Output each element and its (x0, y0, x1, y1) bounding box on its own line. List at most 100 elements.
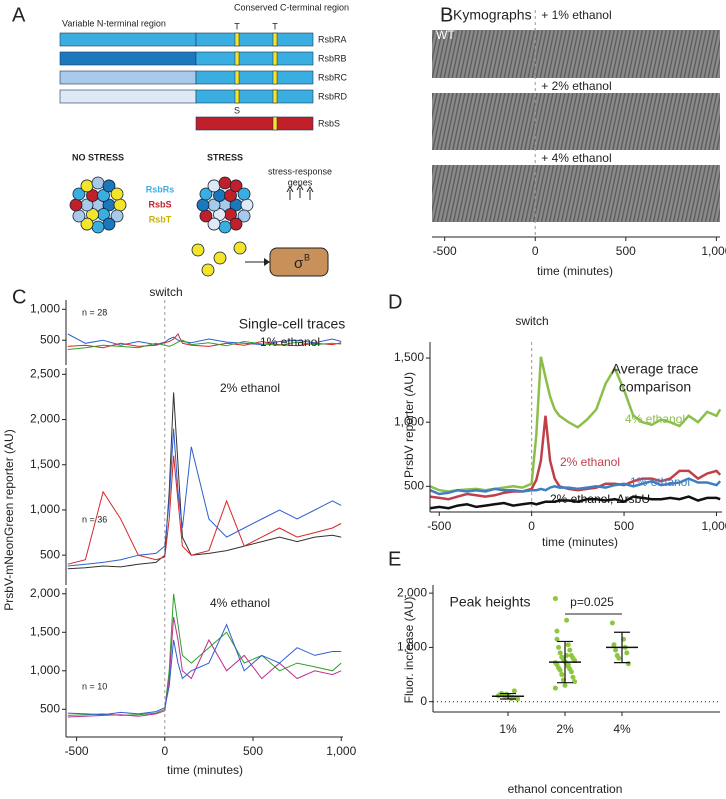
protein-label: RsbRB (318, 53, 347, 63)
protein-dot (224, 189, 237, 202)
protein-dot (97, 189, 110, 202)
genes-label: genes (288, 177, 313, 187)
x-tick-label: 500 (614, 519, 634, 533)
subtitle: 2% ethanol (220, 381, 280, 395)
site (272, 51, 278, 66)
x-axis-label: ethanol concentration (508, 782, 623, 796)
y-tick-label: 1,500 (394, 350, 424, 364)
panel-label: B (440, 4, 453, 26)
point (565, 662, 571, 668)
protein-dot (86, 208, 99, 221)
t-mark: T (234, 21, 240, 31)
protein-label: RsbRA (318, 34, 347, 44)
point (554, 628, 560, 634)
free-rsbt (233, 241, 247, 255)
subtitle: 1% ethanol (260, 335, 320, 349)
x-tick-label: -500 (65, 744, 89, 758)
protein-label: RsbRD (318, 91, 348, 101)
trace (429, 477, 722, 496)
subtitle: 4% ethanol (210, 596, 270, 610)
x-tick-label: 0 (528, 519, 535, 533)
site (272, 32, 278, 47)
point (552, 685, 558, 691)
site (272, 116, 278, 131)
n-domain (59, 70, 197, 85)
site (234, 89, 240, 104)
point (557, 650, 563, 656)
protein-dot (199, 187, 213, 201)
point (562, 682, 568, 688)
arrow-head (264, 258, 270, 266)
site (234, 70, 240, 85)
point (515, 696, 521, 702)
protein-dot (110, 187, 124, 201)
p-value: p=0.025 (570, 595, 614, 609)
free-rsbt (201, 263, 215, 277)
y-tick-label: 2,500 (30, 367, 60, 381)
x-tick-label: 1,000 (701, 519, 726, 533)
c-domain (195, 51, 314, 66)
protein-dot (207, 179, 221, 193)
x-tick-label: 0 (161, 744, 168, 758)
point (557, 667, 563, 673)
point (565, 642, 571, 648)
y-tick-label: 1,500 (30, 624, 60, 638)
panel-label: D (388, 291, 402, 313)
panel-label: C (12, 286, 26, 308)
y-tick-label: 1,000 (30, 663, 60, 677)
annotation: switch (515, 314, 548, 328)
region-label: Conserved C-terminal region (234, 2, 349, 12)
n-label: n = 36 (82, 514, 107, 524)
chart-title: comparison (619, 379, 691, 395)
c-domain (195, 32, 314, 47)
x-tick-label: 0 (532, 244, 539, 258)
protein-dot (237, 209, 251, 223)
site (272, 89, 278, 104)
legend-entry: RsbS (148, 199, 171, 209)
point (625, 661, 631, 667)
y-tick-label: 500 (40, 701, 60, 715)
sigma-sup: B (304, 252, 310, 262)
trace (67, 455, 342, 565)
protein-label: RsbS (318, 118, 340, 128)
site (234, 51, 240, 66)
error-bar (614, 631, 630, 664)
protein-dot (80, 217, 94, 231)
trace (67, 392, 342, 570)
point (567, 647, 573, 653)
point (564, 617, 570, 623)
point (572, 679, 578, 685)
kymograph (432, 30, 720, 78)
point (568, 669, 574, 675)
y-axis-label: Fluor. increase (AU) (402, 597, 416, 704)
x-tick-label: 1,000 (326, 744, 356, 758)
x-tick-label: 500 (616, 244, 636, 258)
site (272, 70, 278, 85)
point (511, 688, 517, 694)
y-tick-label: 500 (404, 479, 424, 493)
protein-dot (91, 220, 105, 234)
trace (67, 593, 342, 716)
chart-title: Average trace (612, 361, 699, 377)
x-tick-label: -500 (427, 519, 451, 533)
point (616, 655, 622, 661)
y-axis-label: PrsbV-mNeonGreen reporter (AU) (2, 429, 16, 610)
genes-label: stress-response (268, 166, 332, 176)
y-tick-label: 1,000 (394, 414, 424, 428)
kymograph (432, 93, 720, 150)
sigma-box (269, 247, 329, 277)
condition-label: + 1% ethanol (541, 8, 611, 22)
region-label: Variable N-terminal region (62, 18, 166, 28)
point (613, 647, 619, 653)
sigma: σ (294, 255, 304, 272)
free-rsbt (191, 243, 205, 257)
y-tick-label: 0 (420, 694, 427, 708)
series-label: 2% ethanol, ΔrsbU (550, 492, 650, 506)
protein-dot (69, 198, 83, 212)
y-tick-label: 1,000 (30, 502, 60, 516)
trace (429, 495, 721, 510)
n-label: n = 28 (82, 307, 107, 317)
y-tick-label: 1,500 (30, 457, 60, 471)
protein-dot (91, 176, 105, 190)
protein-dot (229, 179, 243, 193)
